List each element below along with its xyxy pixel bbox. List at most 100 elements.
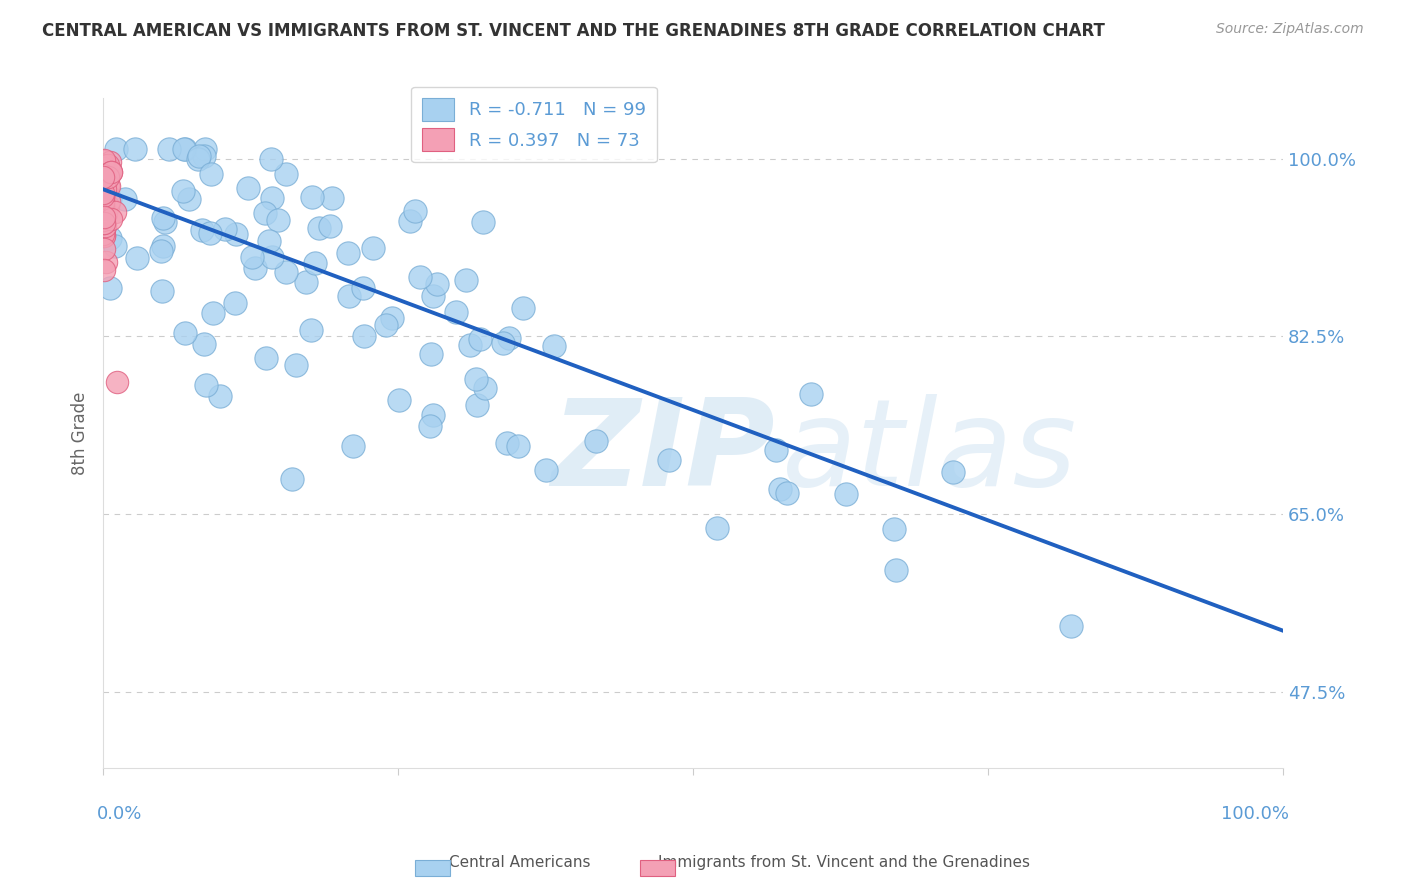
Point [543, 339, 565, 353]
Point [127, 251, 149, 265]
Point [91, 158, 114, 172]
Point [474, 381, 496, 395]
Point [93, 183, 115, 197]
Point [194, 377, 217, 392]
Point [91, 168, 114, 182]
Point [193, 336, 215, 351]
Point [884, 563, 907, 577]
Point [444, 305, 467, 319]
Point [336, 246, 359, 260]
Point [245, 261, 267, 276]
Point [93, 194, 115, 209]
Text: Immigrants from St. Vincent and the Grenadines: Immigrants from St. Vincent and the Gren… [658, 855, 1029, 870]
Point [157, 142, 180, 156]
Point [294, 275, 316, 289]
Point [98, 281, 121, 295]
Point [91, 211, 114, 225]
Point [93, 169, 115, 183]
Point [97, 158, 120, 172]
Point [100, 165, 122, 179]
Point [942, 466, 965, 480]
Point [454, 273, 477, 287]
Text: Central Americans: Central Americans [450, 855, 591, 870]
Point [98, 194, 121, 208]
Point [91, 194, 114, 209]
Point [97, 179, 120, 194]
Point [498, 331, 520, 345]
Point [835, 487, 858, 501]
Point [91, 186, 114, 201]
Point [91, 186, 114, 200]
Point [91, 202, 114, 216]
Point [91, 191, 114, 205]
Point [202, 306, 225, 320]
Point [91, 198, 114, 212]
Point [352, 280, 374, 294]
Point [240, 251, 263, 265]
Point [124, 142, 146, 156]
Point [93, 168, 115, 182]
Point [353, 328, 375, 343]
Point [93, 228, 115, 243]
Point [100, 165, 122, 179]
Point [458, 338, 481, 352]
Point [193, 148, 215, 162]
Text: CENTRAL AMERICAN VS IMMIGRANTS FROM ST. VINCENT AND THE GRENADINES 8TH GRADE COR: CENTRAL AMERICAN VS IMMIGRANTS FROM ST. … [42, 22, 1105, 40]
Point [94, 182, 117, 196]
Point [508, 439, 530, 453]
Point [496, 436, 519, 450]
Point [91, 227, 114, 241]
Point [93, 179, 115, 194]
Point [765, 443, 787, 458]
Point [91, 166, 114, 180]
Point [177, 192, 200, 206]
Point [342, 439, 364, 453]
Point [174, 142, 197, 156]
Point [97, 169, 120, 184]
Point [91, 170, 114, 185]
Point [883, 522, 905, 536]
Point [492, 336, 515, 351]
Legend: R = -0.711   N = 99, R = 0.397   N = 73: R = -0.711 N = 99, R = 0.397 N = 73 [411, 87, 657, 162]
Point [380, 310, 402, 325]
Point [100, 231, 122, 245]
Point [98, 155, 121, 169]
Point [153, 215, 176, 229]
Point [214, 222, 236, 236]
Point [374, 318, 396, 332]
Point [304, 256, 326, 270]
Point [91, 184, 114, 198]
Point [280, 472, 302, 486]
Point [419, 347, 441, 361]
Point [93, 153, 115, 167]
Point [93, 177, 115, 191]
Point [776, 485, 799, 500]
Point [93, 163, 115, 178]
Point [404, 203, 426, 218]
Text: Source: ZipAtlas.com: Source: ZipAtlas.com [1216, 22, 1364, 37]
Point [238, 180, 260, 194]
Point [465, 398, 488, 412]
Point [472, 215, 495, 229]
Point [93, 211, 115, 225]
Point [93, 154, 115, 169]
Point [93, 216, 115, 230]
Point [301, 190, 323, 204]
Point [152, 239, 174, 253]
Point [93, 219, 115, 233]
Point [190, 223, 212, 237]
Point [419, 418, 441, 433]
Point [285, 358, 308, 372]
Point [257, 235, 280, 249]
Point [422, 289, 444, 303]
Point [274, 265, 297, 279]
Point [105, 375, 128, 389]
Point [768, 482, 790, 496]
Point [93, 205, 115, 219]
Point [260, 152, 283, 166]
Text: atlas: atlas [782, 394, 1077, 511]
Point [253, 205, 276, 219]
Point [194, 142, 217, 156]
Point [91, 199, 114, 213]
Point [267, 213, 290, 227]
